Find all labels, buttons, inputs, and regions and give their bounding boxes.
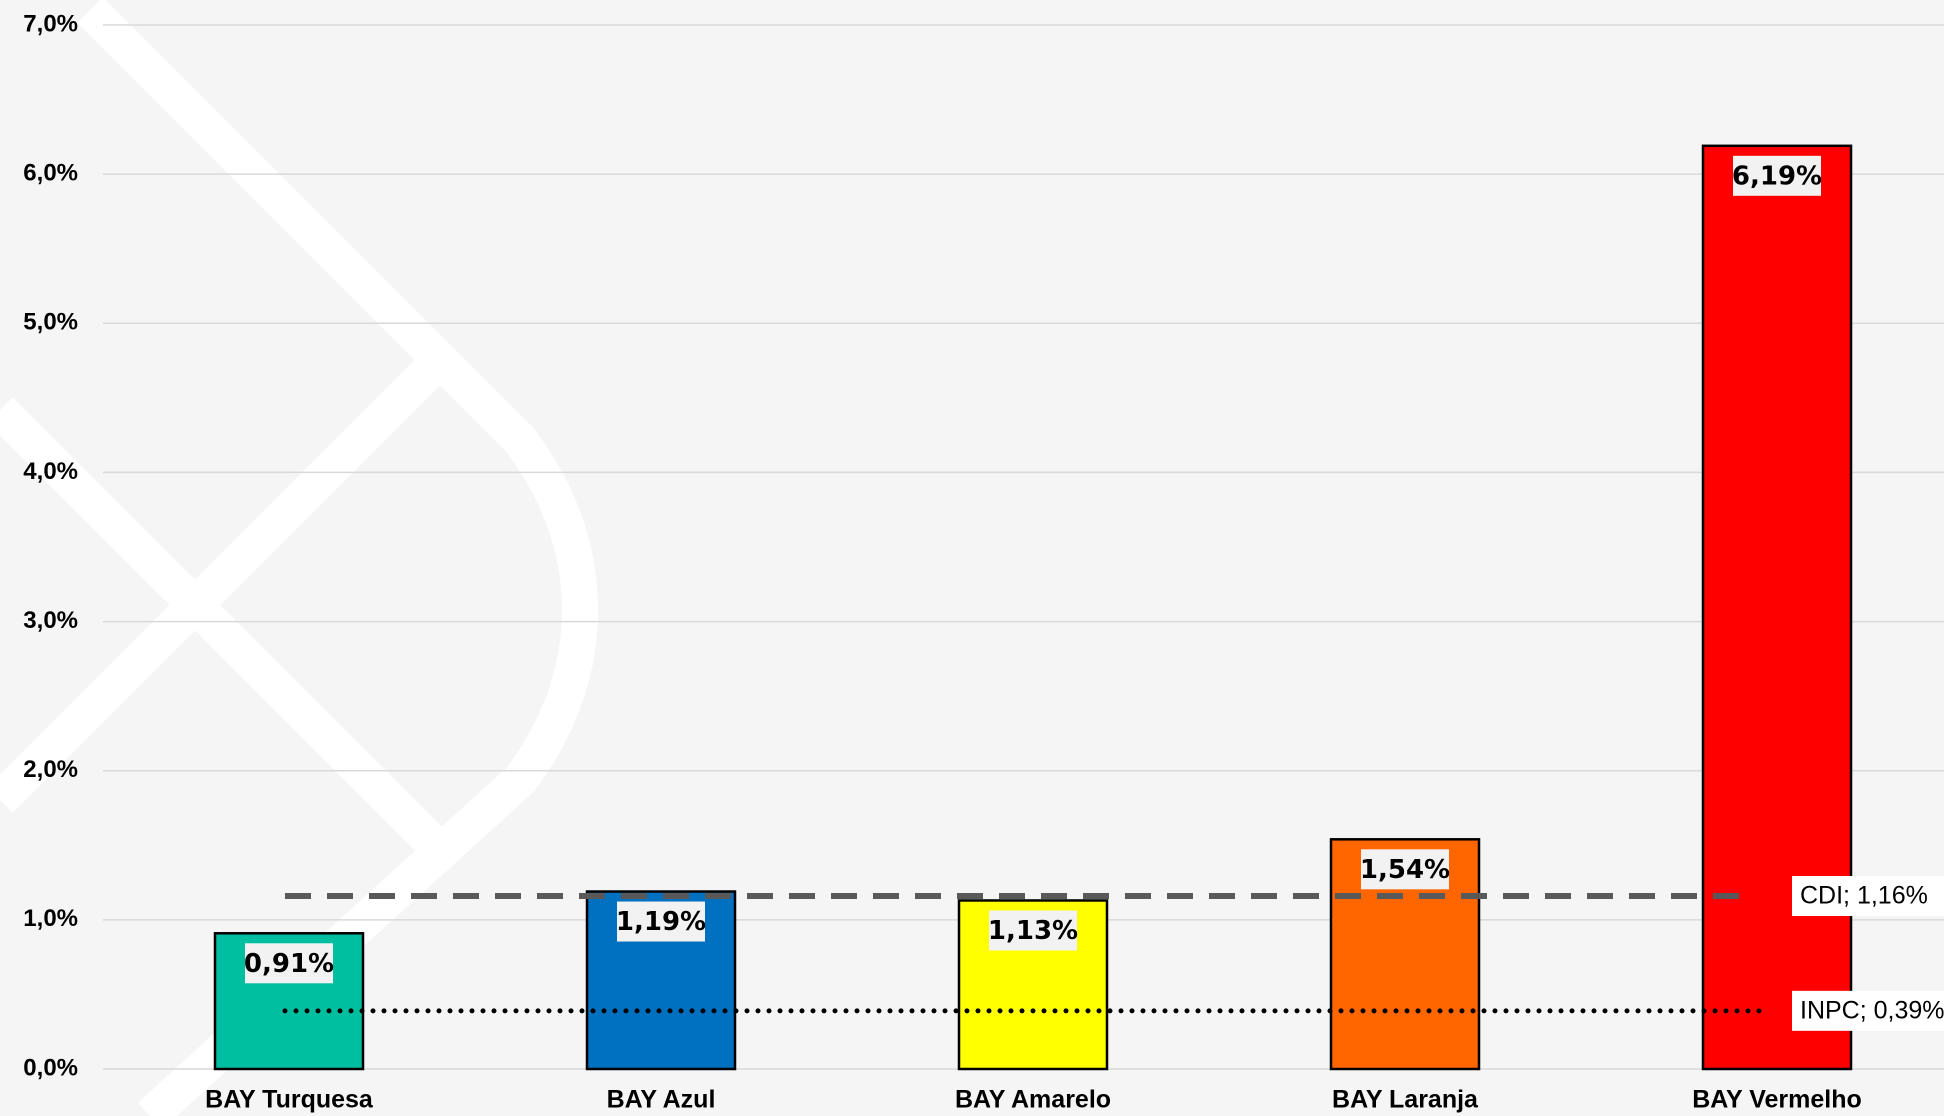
y-tick-label: 0,0% — [23, 1054, 78, 1081]
x-tick-label: BAY Vermelho — [1692, 1086, 1862, 1114]
value-label-box — [1361, 849, 1449, 890]
value-label: 1,19% — [616, 907, 706, 937]
background-decoration — [0, 0, 599, 1116]
x-tick-label: BAY Turquesa — [205, 1086, 374, 1114]
reference-label: INPC; 0,39% — [1800, 996, 1944, 1024]
value-label-box — [989, 910, 1077, 951]
value-label-box — [617, 901, 705, 942]
x-tick-label: BAY Azul — [607, 1086, 716, 1114]
x-tick-label: BAY Laranja — [1332, 1086, 1479, 1114]
y-tick-label: 2,0% — [23, 756, 78, 783]
x-tick-label: BAY Amarelo — [955, 1086, 1111, 1114]
y-tick-label: 7,0% — [23, 10, 78, 37]
reference-label: CDI; 1,16% — [1800, 882, 1928, 910]
value-label-box — [1733, 155, 1821, 196]
reference-label-box — [1792, 875, 1944, 916]
bar — [1701, 144, 1853, 1071]
reference-label-box — [1792, 990, 1944, 1031]
y-tick-label: 3,0% — [23, 607, 78, 634]
value-label: 6,19% — [1732, 161, 1822, 191]
value-label: 0,91% — [244, 949, 334, 979]
value-label: 1,13% — [988, 916, 1078, 946]
y-tick-label: 6,0% — [23, 159, 78, 186]
value-label-box — [245, 943, 333, 984]
y-tick-label: 5,0% — [23, 309, 78, 336]
y-tick-label: 1,0% — [23, 905, 78, 932]
value-label: 1,54% — [1360, 855, 1450, 885]
y-tick-label: 4,0% — [23, 458, 78, 485]
